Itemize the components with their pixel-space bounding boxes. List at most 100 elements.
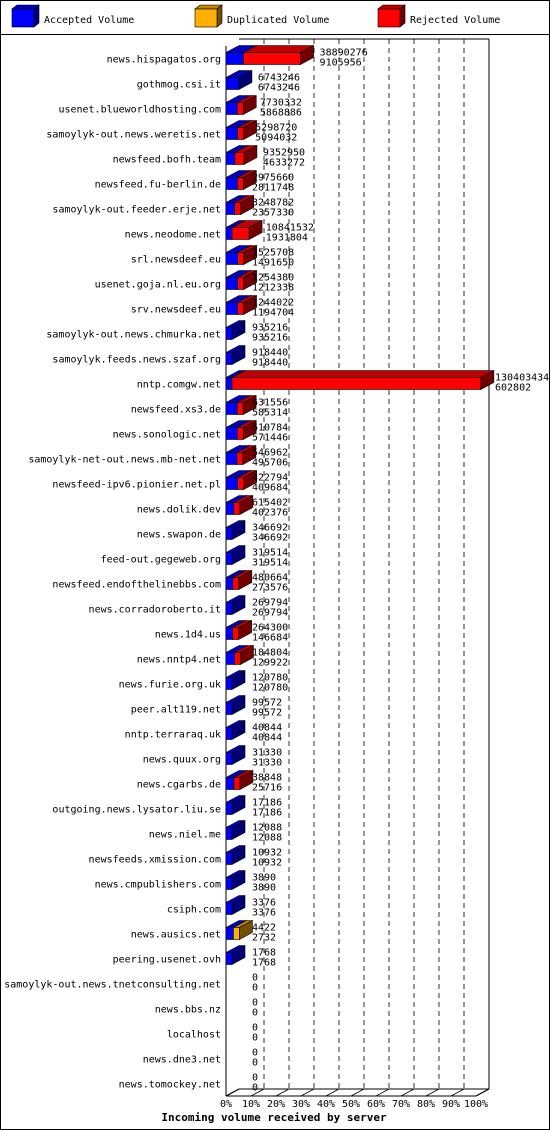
x-tick-label: 10%	[242, 1099, 260, 1110]
value-label-total: 935216	[252, 323, 288, 334]
legend-swatch-side-accepted	[33, 4, 40, 28]
value-label-total: 6743246	[258, 73, 300, 84]
value-label-total: 0	[252, 1023, 258, 1034]
value-label-accepted: 2357330	[252, 208, 294, 219]
bar-accepted	[225, 327, 233, 340]
category-label: feed-out.gegeweb.org	[101, 555, 221, 566]
category-label: newsfeed.fu-berlin.de	[95, 180, 221, 191]
bar-accepted	[225, 227, 233, 240]
value-label-total: 0	[252, 1073, 258, 1084]
category-label: samoylyk-out.news.tnetconsulting.net	[4, 980, 221, 991]
category-label: samoylyk.feeds.news.szaf.org	[52, 355, 221, 366]
x-tick-label: 60%	[367, 1099, 385, 1110]
legend-label-rejected: Rejected Volume	[410, 15, 500, 26]
floor-tick	[300, 1088, 315, 1097]
bar-accepted	[225, 127, 238, 140]
value-label-total: 1525708	[252, 248, 294, 259]
value-label-accepted: 571446	[252, 433, 288, 444]
floor-tick	[250, 1088, 265, 1097]
bar-rejected	[237, 277, 244, 290]
bar-accepted	[225, 802, 233, 815]
bar-accepted	[225, 402, 238, 415]
value-label-total: 10932	[252, 848, 282, 859]
floor-tick	[450, 1088, 465, 1097]
bar-rejected	[231, 227, 250, 240]
x-tick-label: 0%	[220, 1099, 232, 1110]
value-label-accepted: 6743246	[258, 83, 300, 94]
value-label-total: 0	[252, 998, 258, 1009]
bar-accepted	[225, 202, 236, 215]
value-label-total: 269794	[252, 598, 288, 609]
value-label-accepted: 31330	[252, 758, 282, 769]
value-label-total: 264300	[252, 623, 288, 634]
bar-rejected	[236, 402, 244, 415]
value-label-total: 9352950	[263, 148, 305, 159]
legend-swatch-side-duplicated	[216, 4, 223, 28]
value-label-accepted: 1931804	[266, 233, 308, 244]
category-label: localhost	[167, 1030, 221, 1041]
value-label-accepted: 585314	[252, 408, 288, 419]
bar-rejected	[236, 452, 244, 465]
value-label-total: 319514	[252, 548, 288, 559]
value-label-total: 2975660	[252, 173, 294, 184]
category-label: peering.usenet.ovh	[113, 955, 221, 966]
value-label-total: 10841532	[266, 223, 314, 234]
category-label: nntp.comgw.net	[137, 380, 221, 391]
value-label-accepted: 0	[252, 1083, 258, 1094]
value-label-accepted: 346692	[252, 533, 288, 544]
x-tick-label: 100%	[464, 1099, 488, 1110]
legend-swatch-duplicated	[194, 8, 218, 28]
bar-accepted	[225, 827, 233, 840]
bar-accepted	[225, 627, 233, 640]
value-label-accepted: 2732	[252, 933, 276, 944]
category-label: news.bbs.nz	[155, 1005, 221, 1016]
value-label-accepted: 918440	[252, 358, 288, 369]
bar-accepted	[225, 377, 233, 390]
bar-accepted	[225, 452, 238, 465]
bar-rejected	[237, 252, 245, 265]
value-label-accepted: 1194704	[252, 308, 294, 319]
value-label-total: 346692	[252, 523, 288, 534]
value-label-accepted: 3376	[252, 908, 276, 919]
bar-accepted	[225, 727, 233, 740]
bar-accepted	[225, 277, 238, 290]
value-label-total: 130403434	[495, 373, 549, 384]
category-label: samoylyk-out.feeder.erje.net	[52, 205, 221, 216]
bar-rejected	[236, 427, 244, 440]
value-label-total: 3376	[252, 898, 276, 909]
category-label: samoylyk-out.news.weretis.net	[46, 130, 221, 141]
category-label: usenet.blueworldhosting.com	[58, 105, 221, 116]
floor-tick	[350, 1088, 365, 1097]
value-label-total: 918440	[252, 348, 288, 359]
x-tick-label: 70%	[392, 1099, 410, 1110]
category-label: newsfeed-ipv6.pionier.net.pl	[52, 480, 221, 491]
bar-accepted	[225, 677, 233, 690]
floor-tick	[225, 1088, 240, 1097]
category-label: newsfeed.bofh.team	[113, 155, 221, 166]
bar-rejected	[234, 652, 241, 665]
value-label-total: 5298720	[255, 123, 297, 134]
value-label-total: 610784	[252, 423, 288, 434]
bar-rejected	[234, 152, 245, 165]
value-label-accepted: 269794	[252, 608, 288, 619]
value-label-total: 12088	[252, 823, 282, 834]
value-label-total: 38848	[252, 773, 282, 784]
x-tick-label: 90%	[442, 1099, 460, 1110]
category-label: news.quux.org	[143, 755, 221, 766]
legend-swatch-side-rejected	[399, 4, 406, 28]
bar-rejected	[234, 202, 242, 215]
value-label-total: 7730332	[260, 98, 302, 109]
bar-accepted	[225, 252, 239, 265]
value-label-accepted: 409684	[252, 483, 288, 494]
x-tick-label: 50%	[342, 1099, 360, 1110]
x-tick-label: 30%	[292, 1099, 310, 1110]
category-label: news.dolik.dev	[137, 505, 221, 516]
category-label: news.niel.me	[149, 830, 221, 841]
x-tick-label: 20%	[267, 1099, 285, 1110]
value-label-accepted: 495706	[252, 458, 288, 469]
category-label: news.cgarbs.de	[137, 780, 221, 791]
bar-accepted	[225, 527, 233, 540]
category-label: srl.newsdeef.eu	[131, 255, 221, 266]
value-label-accepted: 0	[252, 983, 258, 994]
category-label: newsfeed.endofthelinebbs.com	[52, 580, 221, 591]
